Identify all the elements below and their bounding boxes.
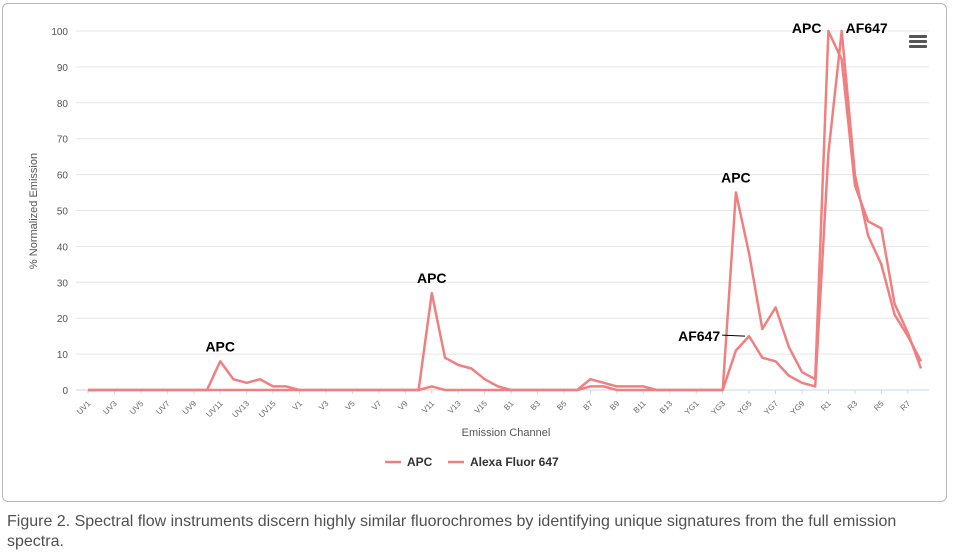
x-tick-label: B5 <box>555 399 569 413</box>
y-tick-label: 20 <box>57 314 69 325</box>
annotation-label: APC <box>721 170 751 186</box>
x-tick-label: UV7 <box>154 399 172 417</box>
annotation-label: AF647 <box>678 328 720 344</box>
y-tick-label: 0 <box>62 386 68 397</box>
x-tick-label: YG3 <box>709 399 727 417</box>
x-tick-label: V11 <box>420 399 436 415</box>
y-tick-label: 100 <box>51 27 68 38</box>
hamburger-menu-icon[interactable] <box>909 35 927 49</box>
y-tick-label: 60 <box>57 171 69 182</box>
x-axis-title: Emission Channel <box>462 427 551 439</box>
y-tick-label: 40 <box>57 242 69 253</box>
x-axis-ticks: UV1 UV3 UV5 UV7 UV9 UV11 UV13 UV15 V1 V3 V5 V7 V9 V11… <box>75 390 913 420</box>
y-tick-label: 70 <box>57 135 69 146</box>
annotation-leader-line <box>722 334 746 337</box>
x-tick-label: V5 <box>344 399 358 413</box>
legend: APC Alexa Fluor 647 <box>385 455 559 469</box>
series-line-2[interactable] <box>88 29 923 392</box>
chart-container <box>2 3 947 502</box>
x-tick-label: B1 <box>502 399 516 413</box>
annotation-label: APC <box>792 20 822 36</box>
y-tick-label: 10 <box>57 350 69 361</box>
y-tick-label: 90 <box>57 63 69 74</box>
x-tick-label: V9 <box>396 399 410 413</box>
x-tick-label: B7 <box>582 399 596 413</box>
x-tick-label: UV15 <box>257 399 278 420</box>
x-tick-label: R3 <box>846 399 860 413</box>
y-axis-ticks: 0 10 20 30 40 50 60 70 80 90 100 <box>51 27 68 397</box>
gridlines <box>76 30 929 391</box>
x-tick-label: UV11 <box>205 399 225 419</box>
x-tick-label: UV13 <box>231 399 252 420</box>
series-line-1[interactable] <box>88 29 923 392</box>
x-tick-label: B3 <box>529 399 543 413</box>
series-lines <box>88 29 923 392</box>
annotation-label: AF647 <box>846 20 888 36</box>
x-tick-label: UV5 <box>128 399 146 417</box>
x-tick-label: B11 <box>632 399 648 415</box>
legend-label: APC <box>407 455 433 469</box>
x-tick-label: B9 <box>608 399 622 413</box>
legend-label: Alexa Fluor 647 <box>470 455 559 469</box>
y-axis-title: % Normalized Emission <box>28 153 40 269</box>
figure-caption: Figure 2. Spectral flow instruments disc… <box>7 513 897 550</box>
x-tick-label: B13 <box>658 399 675 416</box>
x-tick-label: YG7 <box>762 399 780 417</box>
x-tick-label: R7 <box>899 399 913 413</box>
x-tick-label: UV3 <box>101 399 119 417</box>
x-tick-label: YG9 <box>789 399 807 417</box>
legend-item-2[interactable]: Alexa Fluor 647 <box>448 455 559 469</box>
annotations: APC APC APC AF647 APC AF647 <box>205 20 887 354</box>
x-tick-label: R5 <box>872 399 886 413</box>
x-tick-label: YG1 <box>683 399 701 417</box>
y-tick-label: 50 <box>57 207 69 218</box>
x-tick-label: V1 <box>291 399 305 413</box>
x-tick-label: UV9 <box>181 399 199 417</box>
x-tick-label: YG5 <box>736 399 754 417</box>
x-tick-label: UV1 <box>75 399 93 417</box>
legend-item-1[interactable]: APC <box>385 455 433 469</box>
x-tick-label: V3 <box>317 399 331 413</box>
annotation-label: APC <box>417 270 447 286</box>
x-tick-label: R1 <box>819 399 833 413</box>
x-tick-label: V13 <box>446 399 463 416</box>
y-tick-label: 80 <box>57 99 69 110</box>
annotation-label: APC <box>205 338 235 354</box>
x-tick-label: V15 <box>473 399 490 416</box>
y-tick-label: 30 <box>57 278 69 289</box>
x-tick-label: V7 <box>370 399 384 413</box>
